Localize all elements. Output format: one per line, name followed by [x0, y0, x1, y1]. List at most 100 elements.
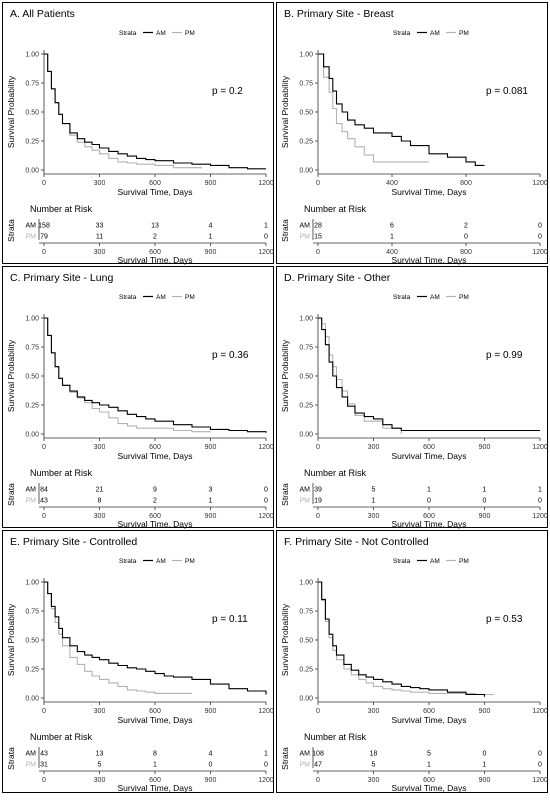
risk-x-axis-label: Survival Time, Days: [391, 519, 466, 529]
risk-row-label-am: AM: [26, 223, 37, 230]
risk-value-pm: 1: [390, 234, 394, 241]
risk-x-tick-label: 1200: [532, 777, 548, 784]
x-tick-label: 1200: [532, 180, 548, 187]
x-tick-label: 1200: [258, 708, 274, 715]
risk-row-label-pm: PM: [300, 234, 311, 241]
x-tick-label: 600: [423, 444, 435, 451]
y-tick-label: 0.00: [25, 432, 39, 439]
x-tick-label: 0: [42, 180, 46, 187]
km-panel-0: A. All Patients Strata AM PM Survival Probab…: [2, 2, 274, 265]
y-tick-label: 0.00: [25, 168, 39, 175]
p-value: p = 0.2: [212, 86, 243, 97]
risk-value-am: 4: [209, 223, 213, 230]
risk-x-tick-label: 300: [94, 249, 106, 256]
km-panel-3: D. Primary Site - Other Strata AM PM Surviva…: [276, 266, 548, 529]
x-tick-label: 300: [94, 708, 106, 715]
y-tick-label: 0.50: [299, 638, 313, 645]
risk-x-tick-label: 900: [205, 513, 217, 520]
y-tick-label: 1.00: [25, 52, 39, 59]
x-axis-label: Survival Time, Days: [117, 715, 192, 725]
km-panel-5: F. Primary Site - Not Controlled Strata AM…: [276, 530, 548, 793]
risk-strata-label: Strata: [280, 219, 290, 242]
x-tick-label: 900: [479, 444, 491, 451]
legend-strata-label: Strata: [119, 294, 137, 301]
risk-value-pm: 0: [538, 234, 542, 241]
risk-x-axis-label: Survival Time, Days: [117, 255, 192, 265]
risk-value-am: 8: [153, 751, 157, 758]
risk-x-tick-label: 300: [94, 777, 106, 784]
legend-pm-label: PM: [185, 558, 195, 565]
risk-value-am: 0: [538, 751, 542, 758]
risk-value-pm: 1: [209, 234, 213, 241]
risk-value-pm: 19: [314, 498, 322, 505]
risk-x-axis-label: Survival Time, Days: [117, 519, 192, 529]
risk-x-tick-label: 1200: [532, 249, 548, 256]
x-tick-label: 0: [316, 180, 320, 187]
risk-value-am: 108: [312, 751, 324, 758]
x-tick-label: 900: [205, 444, 217, 451]
risk-x-axis-label: Survival Time, Days: [391, 255, 466, 265]
number-at-risk-title: Number at Risk: [304, 732, 367, 742]
risk-value-pm: 5: [98, 762, 102, 769]
risk-row-label-am: AM: [300, 751, 311, 758]
risk-value-am: 21: [96, 487, 104, 494]
legend-pm-label: PM: [185, 30, 195, 37]
risk-row-label-am: AM: [26, 751, 37, 758]
km-curve-am: [318, 317, 540, 432]
panel-border: [2, 530, 274, 793]
risk-value-pm: 31: [40, 762, 48, 769]
number-at-risk-title: Number at Risk: [304, 204, 367, 214]
y-tick-label: 0.25: [25, 139, 39, 146]
y-tick-label: 0.00: [299, 696, 313, 703]
p-value: p = 0.53: [486, 614, 523, 625]
x-tick-label: 300: [368, 444, 380, 451]
y-tick-label: 0.75: [299, 609, 313, 616]
legend-am-label: AM: [156, 558, 166, 565]
risk-strata-label: Strata: [280, 747, 290, 770]
risk-row-label-am: AM: [300, 223, 311, 230]
legend-pm-label: PM: [459, 558, 469, 565]
p-value: p = 0.99: [486, 350, 523, 361]
panel-border: [2, 266, 274, 528]
risk-x-tick-label: 0: [42, 777, 46, 784]
number-at-risk-title: Number at Risk: [30, 204, 93, 214]
x-tick-label: 0: [42, 708, 46, 715]
y-tick-label: 0.75: [25, 345, 39, 352]
x-tick-label: 600: [149, 708, 161, 715]
risk-row-label-pm: PM: [300, 762, 311, 769]
risk-row-label-pm: PM: [26, 234, 37, 241]
risk-x-tick-label: 900: [205, 777, 217, 784]
y-axis-label: Survival Probability: [6, 603, 16, 676]
y-axis-label: Survival Probability: [6, 339, 16, 412]
risk-row-label-pm: PM: [300, 498, 311, 505]
risk-value-am: 9: [153, 487, 157, 494]
legend-am-label: AM: [430, 558, 440, 565]
number-at-risk-title: Number at Risk: [30, 468, 93, 478]
panel-title: B. Primary Site - Breast: [284, 8, 394, 20]
y-axis-label: Survival Probability: [280, 603, 290, 676]
legend-strata-label: Strata: [393, 294, 411, 301]
x-tick-label: 600: [423, 708, 435, 715]
km-panel-2: C. Primary Site - Lung Strata AM PM Survival…: [2, 266, 274, 529]
risk-value-pm: 79: [40, 234, 48, 241]
km-curve-am: [44, 53, 266, 170]
km-panel-1: B. Primary Site - Breast Strata AM PM Surviv…: [276, 2, 548, 265]
risk-value-pm: 5: [372, 762, 376, 769]
km-curve-am: [44, 317, 267, 433]
risk-value-am: 84: [40, 487, 48, 494]
risk-row-label-am: AM: [300, 487, 311, 494]
x-tick-label: 0: [316, 444, 320, 451]
panel-border: [2, 2, 274, 264]
risk-x-tick-label: 0: [316, 777, 320, 784]
risk-value-pm: 0: [538, 762, 542, 769]
legend-am-label: AM: [156, 30, 166, 37]
risk-x-tick-label: 1200: [258, 249, 274, 256]
km-curve-am: [44, 581, 267, 695]
legend-pm-label: PM: [459, 30, 469, 37]
number-at-risk-title: Number at Risk: [304, 468, 367, 478]
y-axis-label: Survival Probability: [280, 339, 290, 412]
risk-value-pm: 0: [427, 498, 431, 505]
x-axis-label: Survival Time, Days: [391, 715, 466, 725]
risk-value-am: 1: [538, 487, 542, 494]
risk-value-pm: 0: [264, 762, 268, 769]
